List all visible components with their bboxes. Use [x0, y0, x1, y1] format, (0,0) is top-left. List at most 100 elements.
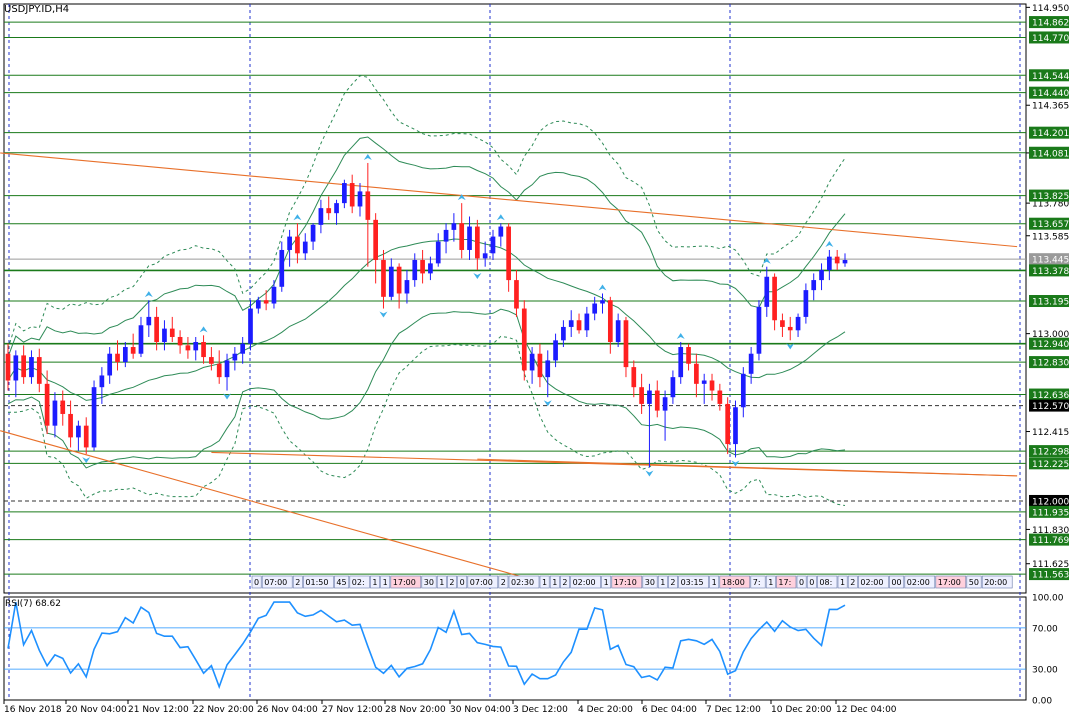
candle-body — [396, 266, 402, 294]
candle-body — [232, 353, 238, 361]
candle-body — [99, 375, 105, 388]
candle-body — [326, 208, 332, 214]
time-strip-box — [765, 575, 776, 589]
bollinger-outer-upper — [7, 75, 846, 349]
time-strip-text: 00 — [891, 578, 901, 587]
time-strip-text: 02:00 — [907, 578, 930, 587]
time-strip-text: 1 — [372, 578, 377, 587]
candle-body — [68, 413, 73, 438]
time-strip-text: 17: — [778, 578, 791, 587]
candle-body — [185, 345, 191, 351]
time-strip-text: 50 — [969, 578, 979, 587]
candle-body — [654, 390, 660, 411]
time-tick-label: 20 Nov 04:00 — [66, 705, 127, 715]
time-strip-box — [657, 575, 668, 589]
time-tick-label: 12 Dec 04:00 — [836, 705, 897, 715]
candle-body — [686, 347, 691, 364]
time-tick-label: 3 Dec 12:00 — [513, 705, 568, 715]
candle-body — [318, 208, 324, 225]
candle-body — [709, 380, 715, 391]
candle-body — [295, 236, 300, 254]
candle-body — [521, 308, 527, 371]
time-strip-box — [966, 575, 982, 589]
candle-body — [568, 320, 574, 327]
candle-body — [404, 280, 410, 294]
rsi-panel-frame — [3, 596, 1027, 701]
candle-body — [216, 363, 222, 378]
price-level-text: 111.769 — [1032, 536, 1069, 546]
time-tick-label: 30 Nov 04:00 — [450, 705, 511, 715]
candle-body — [553, 340, 558, 361]
time-strip-box — [261, 575, 293, 589]
candle-body — [545, 360, 551, 378]
price-level-text: 112.000 — [1032, 497, 1069, 507]
fractal-down-marker — [473, 273, 482, 280]
candle-body — [177, 336, 183, 346]
time-strip-text: 0 — [254, 578, 259, 587]
candle-body — [60, 400, 66, 414]
candle-body — [592, 303, 598, 314]
time-strip-box — [467, 575, 499, 589]
candle-body — [514, 280, 519, 309]
candle-body — [169, 328, 175, 337]
candle-body — [279, 249, 285, 287]
candle-body — [5, 353, 11, 381]
time-strip-text: 30 — [645, 578, 655, 587]
time-strip-box — [776, 575, 797, 589]
price-tick-label: 112.415 — [1032, 428, 1069, 438]
fractal-up-marker — [825, 240, 834, 247]
candle-body — [467, 226, 472, 250]
rsi-tick-label: 30.00 — [1032, 666, 1058, 676]
candle-body — [529, 353, 535, 371]
candle-body — [600, 300, 605, 304]
rsi-label: RSI(7) 68.62 — [5, 599, 61, 609]
candle-body — [435, 241, 441, 264]
candle-body — [819, 270, 824, 281]
time-strip-box — [806, 575, 817, 589]
candle-body — [459, 223, 465, 250]
candle-body — [146, 316, 152, 326]
candle-body — [201, 342, 206, 358]
candle-body — [827, 256, 832, 271]
price-level-text: 113.378 — [1032, 267, 1069, 277]
time-strip-box — [750, 575, 766, 589]
candle-body — [607, 300, 613, 343]
candle-body — [209, 357, 214, 364]
fractal-up-marker — [144, 291, 153, 298]
price-level-text: 111.935 — [1032, 508, 1069, 518]
candle-body — [733, 407, 738, 445]
grid-lines — [3, 3, 1027, 701]
candle-body — [490, 236, 496, 254]
candle-body — [615, 320, 621, 343]
time-strip-text: 2 — [501, 578, 506, 587]
trend-lines — [0, 152, 1018, 581]
time-strip-text: 2 — [449, 578, 454, 587]
price-level-text: 111.563 — [1032, 571, 1069, 581]
time-strip-box — [601, 575, 612, 589]
candle-body — [248, 308, 253, 344]
candle-body — [694, 363, 699, 384]
time-strip-box — [380, 575, 391, 589]
candle-body — [52, 400, 58, 426]
time-tick-label: 26 Nov 04:00 — [257, 705, 318, 715]
time-tick-label: 7 Dec 12:00 — [706, 705, 761, 715]
time-strip-text: 02:00 — [860, 578, 883, 587]
candle-body — [21, 355, 26, 378]
candle-body — [772, 276, 777, 321]
candle-body — [451, 223, 457, 230]
time-strip-box — [796, 575, 807, 589]
time-strip-text: 1 — [383, 578, 388, 587]
price-level-text: 112.636 — [1032, 391, 1069, 401]
fractal-down-marker — [786, 343, 795, 350]
price-level-tag — [1029, 264, 1069, 277]
price-level-text: 114.770 — [1032, 34, 1069, 44]
candle-body — [443, 229, 449, 242]
fractal-down-marker — [731, 460, 740, 467]
trend-line — [0, 152, 1018, 248]
time-strip-box — [858, 575, 889, 589]
candle-body — [420, 260, 425, 274]
candle-body — [138, 325, 144, 354]
time-strip-box — [457, 575, 468, 589]
price-level-tag — [1029, 568, 1069, 581]
